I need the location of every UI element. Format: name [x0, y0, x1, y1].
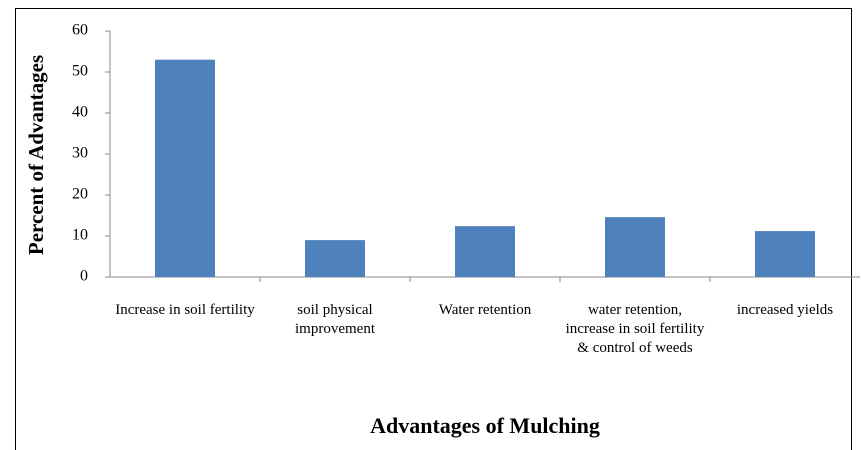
- x-tick-label: Water retention: [438, 302, 532, 318]
- chart-frame: [15, 8, 852, 450]
- y-tick-label: 20: [72, 186, 88, 203]
- bar: [155, 59, 215, 278]
- y-axis-title: Percent of Advantages: [24, 55, 48, 255]
- bar: [605, 217, 665, 277]
- x-tick-label: Increase in soil fertility: [115, 302, 255, 318]
- y-tick-label: 40: [72, 104, 88, 121]
- x-tick-label: increased yields: [736, 302, 834, 318]
- bar: [455, 226, 515, 277]
- y-tick-label: 50: [72, 63, 88, 80]
- y-tick-label: 30: [72, 145, 88, 162]
- bar: [305, 240, 365, 277]
- y-tick-label: 10: [72, 227, 88, 244]
- x-axis-title: Advantages of Mulching: [370, 413, 600, 438]
- x-tick-label: water retention, increase in soil fertil…: [565, 302, 705, 356]
- bar: [755, 231, 815, 277]
- y-tick-label: 0: [80, 268, 88, 285]
- y-tick-label: 60: [72, 22, 88, 39]
- x-tick-label: soil physical improvement: [295, 302, 375, 337]
